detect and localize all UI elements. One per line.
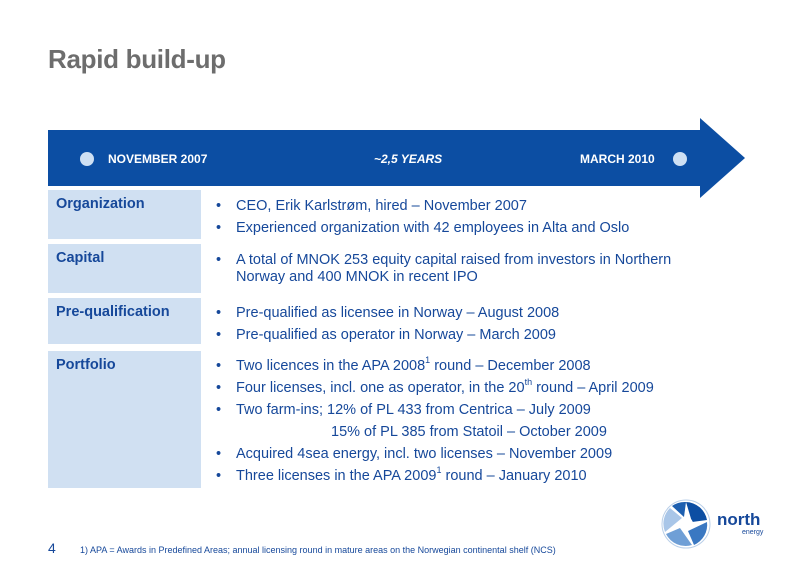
list-item: • Pre-qualified as licensee in Norway – A… — [216, 305, 560, 321]
row-label-portfolio: Portfolio — [48, 351, 201, 488]
north-energy-logo-icon — [661, 499, 711, 549]
page-title: Rapid build-up — [48, 44, 226, 74]
row-label-pre-qualification: Pre-qualification — [48, 298, 201, 344]
list-item: • Four licenses, incl. one as operator, i… — [216, 377, 654, 396]
timeline-start-dot — [80, 152, 94, 166]
logo-subtitle: energy — [742, 529, 764, 536]
footnote: 1) APA = Awards in Predefined Areas; ann… — [80, 545, 556, 555]
timeline-arrow — [48, 118, 745, 198]
portfolio-bullets: • Two licences in the APA 20081 round – D… — [214, 355, 714, 490]
row-label-organization: Organization — [48, 190, 201, 239]
list-item: • Acquired 4sea energy, incl. two license… — [216, 446, 613, 462]
list-item: • CEO, Erik Karlstrøm, hired – November 2… — [216, 198, 527, 214]
capital-bullets: • A total of MNOK 253 equity capital rais… — [214, 252, 714, 291]
list-item: • Experienced organization with 42 employ… — [216, 220, 630, 236]
list-item-continuation: 15% of PL 385 from Statoil – October 200… — [331, 424, 607, 440]
page-number: 4 — [48, 540, 56, 556]
list-item: • Two farm-ins; 12% of PL 433 from Centri… — [216, 402, 591, 418]
list-item: • Three licenses in the APA 20091 round –… — [216, 465, 587, 484]
timeline-duration-label: ~2,5 YEARS — [374, 152, 443, 166]
list-item: • Two licences in the APA 20081 round – D… — [216, 355, 591, 374]
list-item: • Pre-qualified as operator in Norway – M… — [216, 327, 556, 343]
logo-wordmark: north — [717, 510, 761, 529]
row-label-capital: Capital — [48, 244, 201, 293]
prequalification-bullets: • Pre-qualified as licensee in Norway – A… — [214, 305, 714, 349]
list-item: • A total of MNOK 253 equity capital rais… — [216, 252, 672, 285]
organization-bullets: • CEO, Erik Karlstrøm, hired – November 2… — [214, 198, 714, 242]
timeline-end-dot — [673, 152, 687, 166]
timeline-end-label: MARCH 2010 — [580, 152, 655, 166]
timeline-start-label: NOVEMBER 2007 — [108, 152, 208, 166]
